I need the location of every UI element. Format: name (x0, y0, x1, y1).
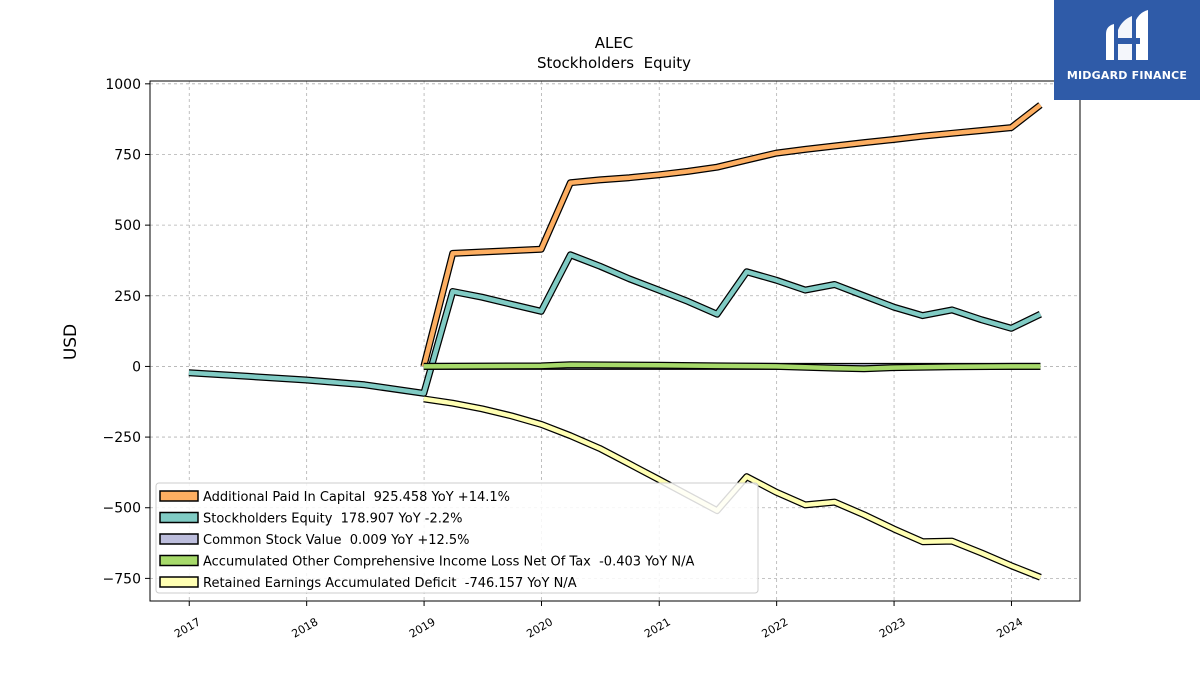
y-axis-ticks: 1000 750 500 250 0 −250 −500 −750 (103, 77, 150, 587)
x-tick-label: 2020 (524, 615, 555, 640)
legend-label: Accumulated Other Comprehensive Income L… (203, 555, 694, 570)
series-outline (420, 102, 1043, 368)
y-tick-label: −250 (103, 430, 141, 446)
x-tick-label: 2024 (994, 615, 1025, 640)
brand-name: MIDGARD FINANCE (1066, 69, 1188, 82)
legend-label: Retained Earnings Accumulated Deficit -7… (203, 576, 577, 591)
series-line (188, 252, 1042, 396)
x-tick-label: 2017 (172, 615, 203, 640)
legend-swatch (159, 490, 199, 502)
brand-logo: MIDGARD FINANCE (1054, 0, 1200, 100)
legend-box (155, 482, 759, 594)
plot-frame (149, 80, 1081, 602)
legend-label: Stockholders Equity 178.907 YoY -2.2% (203, 512, 463, 527)
x-tick-label: 2023 (877, 615, 908, 640)
series-line (423, 362, 1041, 371)
legend: Additional Paid In Capital 925.458 YoY +… (155, 482, 759, 594)
legend-label: Common Stock Value 0.009 YoY +12.5% (203, 533, 470, 548)
x-tick-label: 2022 (760, 615, 791, 640)
y-tick-label: 500 (114, 218, 141, 234)
x-tick-label: 2018 (290, 615, 321, 640)
legend-swatch (159, 511, 199, 524)
series-line (421, 103, 1042, 367)
legend-label: Additional Paid In Capital 925.458 YoY +… (203, 490, 510, 505)
x-axis-ticks: 2017 2018 2019 2020 2021 2022 2023 2024 (172, 601, 1025, 641)
y-axis-label: USD (61, 324, 81, 360)
y-tick-label: 1000 (105, 77, 141, 93)
x-tick-label: 2021 (642, 615, 673, 640)
y-tick-label: 250 (114, 289, 141, 305)
chart-subtitle: Stockholders Equity (537, 54, 691, 72)
legend-swatch (159, 554, 199, 567)
y-tick-label: −500 (103, 501, 141, 517)
legend-swatch (159, 533, 199, 545)
y-tick-label: 0 (132, 359, 141, 375)
y-tick-label: 750 (114, 147, 141, 163)
chart-title: ALEC (595, 34, 634, 52)
series-outline (188, 251, 1042, 397)
legend-swatch (159, 576, 199, 588)
y-tick-label: −750 (103, 571, 141, 587)
x-tick-label: 2019 (407, 615, 438, 640)
midgard-logo-icon (1106, 10, 1148, 60)
